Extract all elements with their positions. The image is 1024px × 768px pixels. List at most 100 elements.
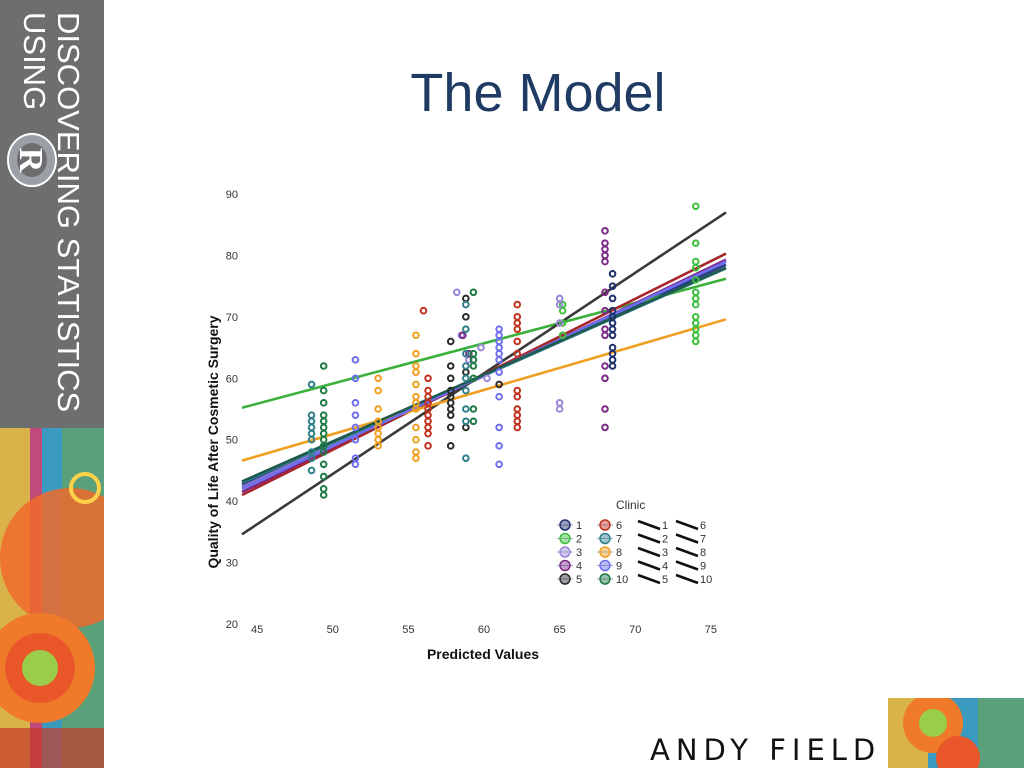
point-clinic-8	[374, 429, 382, 438]
corner-artwork	[888, 698, 1024, 768]
point-clinic-8	[412, 331, 420, 340]
point-clinic-3	[555, 399, 564, 407]
point-clinic-8	[412, 362, 420, 370]
legend-marker-clinic-7	[599, 532, 611, 545]
point-clinic-3	[555, 405, 564, 413]
point-clinic-6	[513, 417, 522, 426]
point-clinic-6	[513, 313, 522, 321]
point-clinic-8	[412, 423, 420, 432]
point-clinic-9	[351, 356, 360, 364]
legend-line-label: 8	[700, 547, 706, 559]
legend-line-swatch-7	[675, 533, 699, 544]
point-clinic-6	[424, 429, 432, 438]
legend-marker-clinic-10	[599, 573, 611, 585]
sidebar-gray-panel	[0, 0, 104, 428]
legend-label: 7	[616, 534, 622, 546]
legend-marker-clinic-3	[559, 546, 571, 558]
legend-label: 6	[616, 520, 622, 532]
legend-label: 8	[616, 547, 622, 559]
legend-line-label: 10	[700, 574, 712, 586]
y-tick-label: 80	[226, 250, 238, 262]
point-clinic-10	[319, 472, 328, 481]
fit-line-clinic-2	[241, 277, 727, 410]
legend-marker-clinic-2	[559, 532, 571, 545]
point-clinic-10	[469, 362, 478, 370]
point-clinic-10	[319, 417, 328, 426]
point-clinic-6	[513, 386, 522, 395]
point-clinic-8	[412, 448, 420, 456]
legend-line-label: 7	[700, 534, 706, 546]
point-clinic-5	[446, 362, 455, 370]
point-clinic-5	[462, 294, 470, 303]
legend-line-swatch-2	[637, 533, 661, 544]
legend-line-label: 5	[662, 574, 668, 586]
x-tick-label: 65	[554, 624, 566, 636]
point-clinic-8	[412, 435, 420, 444]
legend-label: 9	[616, 561, 622, 573]
point-clinic-5	[462, 313, 470, 321]
y-tick-label: 30	[226, 558, 238, 570]
legend-marker-clinic-5	[559, 573, 571, 585]
point-clinic-10	[469, 288, 478, 297]
point-clinic-2	[558, 319, 567, 327]
legend-label: 3	[576, 547, 582, 559]
y-tick-label: 40	[226, 496, 238, 508]
point-clinic-4	[601, 239, 609, 247]
point-clinic-4	[601, 405, 609, 413]
point-clinic-10	[319, 491, 328, 499]
point-clinic-4	[601, 331, 609, 340]
point-clinic-5	[462, 423, 470, 432]
legend-label: 10	[616, 574, 628, 586]
slide-title: The Model	[410, 63, 666, 123]
point-clinic-6	[424, 405, 432, 413]
x-tick-label: 50	[327, 624, 339, 636]
y-tick-label: 70	[226, 312, 238, 324]
legend-marker-clinic-6	[599, 519, 611, 531]
legend-label: 2	[576, 534, 582, 546]
point-clinic-4	[459, 331, 467, 340]
y-tick-label: 90	[226, 189, 238, 201]
x-axis-label: Predicted Values	[427, 646, 539, 662]
point-clinic-7	[462, 325, 470, 333]
point-clinic-10	[319, 429, 328, 438]
point-clinic-4	[601, 362, 609, 370]
data-points	[307, 202, 700, 499]
legend-marker-clinic-8	[599, 546, 611, 558]
x-axis-ticks: 45 50 55 60 65 70 75	[251, 624, 717, 636]
y-axis-label: Quality of Life After Cosmetic Surgery	[205, 315, 221, 568]
point-clinic-2	[691, 313, 700, 321]
point-clinic-4	[601, 325, 609, 333]
point-clinic-1	[608, 270, 617, 278]
x-tick-label: 45	[251, 624, 263, 636]
point-clinic-5	[446, 411, 455, 419]
point-clinic-7	[307, 435, 316, 444]
point-clinic-7	[462, 300, 470, 309]
y-tick-label: 60	[226, 373, 238, 385]
point-clinic-8	[412, 405, 420, 413]
point-clinic-9	[351, 374, 360, 383]
point-clinic-2	[691, 300, 700, 309]
point-clinic-2	[691, 263, 700, 272]
point-clinic-5	[446, 374, 455, 383]
point-clinic-1	[608, 282, 617, 290]
point-clinic-2	[558, 331, 567, 340]
point-clinic-1	[608, 325, 617, 333]
point-clinic-2	[691, 202, 700, 211]
point-clinic-10	[319, 386, 328, 395]
point-clinic-9	[351, 435, 360, 444]
point-clinic-10	[319, 460, 328, 469]
point-clinic-2	[691, 331, 700, 340]
point-clinic-6	[513, 411, 522, 419]
point-clinic-7	[462, 362, 470, 370]
point-clinic-1	[608, 294, 617, 303]
point-clinic-6	[513, 392, 522, 401]
legend-line-label: 6	[700, 520, 706, 532]
legend-label: 5	[576, 574, 582, 586]
point-clinic-4	[601, 374, 609, 383]
point-clinic-4	[601, 423, 609, 432]
book-title-vertical: DISCOVERING STATISTICS USING R	[7, 12, 86, 412]
point-clinic-7	[462, 454, 470, 462]
fit-line-clinic-10	[241, 266, 727, 483]
point-clinic-6	[424, 386, 432, 395]
y-tick-label: 20	[226, 619, 238, 631]
